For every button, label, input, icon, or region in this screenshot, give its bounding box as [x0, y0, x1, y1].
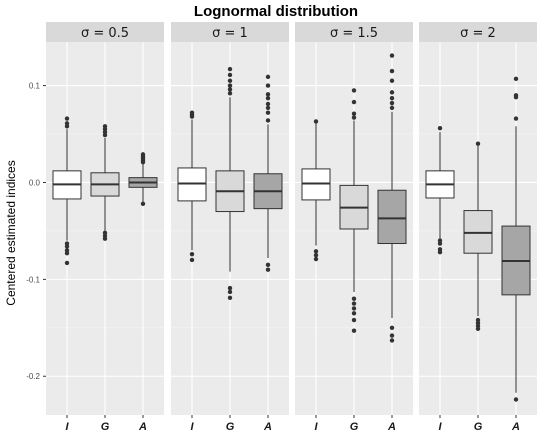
outlier-point: [389, 105, 395, 111]
x-tick-label: G: [474, 421, 483, 433]
outlier-point: [102, 124, 108, 129]
x-tick-label: I: [65, 421, 69, 433]
outlier-point: [227, 295, 233, 300]
outlier-point: [227, 87, 233, 92]
x-tick-label: G: [226, 421, 235, 433]
y-tick-label: 0.0: [29, 178, 41, 187]
outlier-point: [351, 88, 357, 93]
x-tick-label: A: [138, 421, 147, 433]
facet-strip-label: σ = 2: [460, 26, 496, 41]
outlier-point: [351, 306, 357, 311]
outlier-point: [513, 397, 519, 402]
outlier-point: [389, 53, 395, 58]
outlier-point: [227, 72, 233, 78]
outlier-point: [189, 110, 195, 115]
facet-strip-label: σ = 1: [212, 26, 248, 41]
outlier-point: [265, 110, 271, 115]
outlier-point: [313, 119, 319, 124]
outlier-point: [437, 238, 443, 243]
outlier-point: [389, 95, 395, 101]
outlier-point: [351, 111, 357, 116]
outlier-point: [64, 241, 70, 246]
outlier-point: [389, 325, 395, 331]
y-tick-label: -0.1: [26, 275, 40, 284]
outlier-point: [227, 285, 233, 291]
y-tick-label: 0.1: [29, 82, 41, 91]
outlier-point: [351, 317, 357, 323]
outlier-point: [513, 93, 519, 98]
x-tick-label: A: [511, 421, 520, 433]
outlier-point: [227, 91, 233, 96]
outlier-point: [389, 338, 395, 343]
outlier-point: [513, 116, 519, 121]
outlier-point: [389, 90, 395, 95]
x-tick-label: A: [387, 421, 396, 433]
outlier-point: [351, 311, 357, 316]
outlier-point: [389, 68, 395, 74]
x-tick-label: G: [350, 421, 359, 433]
outlier-point: [351, 99, 357, 105]
facet-strip: [295, 22, 413, 42]
outlier-point: [265, 74, 271, 80]
x-tick-label: A: [263, 421, 272, 433]
outlier-point: [475, 141, 481, 146]
outlier-point: [475, 317, 481, 323]
outlier-point: [140, 152, 146, 157]
outlier-point: [313, 256, 319, 262]
outlier-point: [102, 230, 108, 236]
outlier-point: [64, 121, 70, 126]
outlier-point: [265, 267, 271, 272]
outlier-point: [227, 66, 233, 72]
outlier-point: [227, 83, 233, 88]
outlier-point: [265, 118, 271, 123]
outlier-point: [189, 251, 195, 257]
outlier-point: [265, 101, 271, 107]
outlier-point: [265, 92, 271, 97]
outlier-point: [265, 262, 271, 268]
x-tick-label: I: [314, 421, 318, 433]
outlier-point: [313, 249, 319, 254]
outlier-point: [389, 100, 395, 106]
outlier-point: [64, 116, 70, 121]
outlier-point: [64, 248, 70, 253]
outlier-point: [227, 289, 233, 295]
outlier-point: [313, 252, 319, 258]
x-tick-label: G: [101, 421, 110, 433]
outlier-point: [351, 301, 357, 306]
outlier-point: [64, 260, 70, 266]
outlier-point: [351, 115, 357, 120]
outlier-point: [189, 257, 195, 263]
x-tick-label: I: [190, 421, 194, 433]
outlier-point: [265, 95, 271, 101]
outlier-point: [437, 126, 443, 131]
facet-strip: [419, 22, 537, 42]
outlier-point: [265, 83, 271, 88]
outlier-point: [351, 296, 357, 301]
outlier-point: [389, 78, 395, 83]
facet-strip-label: σ = 0.5: [81, 26, 129, 41]
outlier-point: [513, 76, 519, 82]
outlier-point: [140, 201, 146, 206]
outlier-point: [265, 105, 271, 111]
box-A: [377, 189, 407, 245]
chart-title: Lognormal distribution: [194, 3, 358, 20]
outlier-point: [389, 333, 395, 338]
facet-strip: [46, 22, 164, 42]
facet-strip: [171, 22, 289, 42]
y-axis-label: Centered estimated indices: [4, 160, 18, 305]
y-tick-label: -0.2: [26, 372, 40, 381]
outlier-point: [351, 328, 357, 333]
x-tick-label: I: [438, 421, 442, 433]
outlier-point: [437, 247, 443, 252]
plot-area: 0.1 0.0 -0.1 -0.2 σ = 0.5 I G Aσ = 1 I G Aσ = 1.5 I…: [26, 22, 537, 433]
outlier-point: [227, 78, 233, 83]
facet-strip-label: σ = 1.5: [330, 26, 378, 41]
